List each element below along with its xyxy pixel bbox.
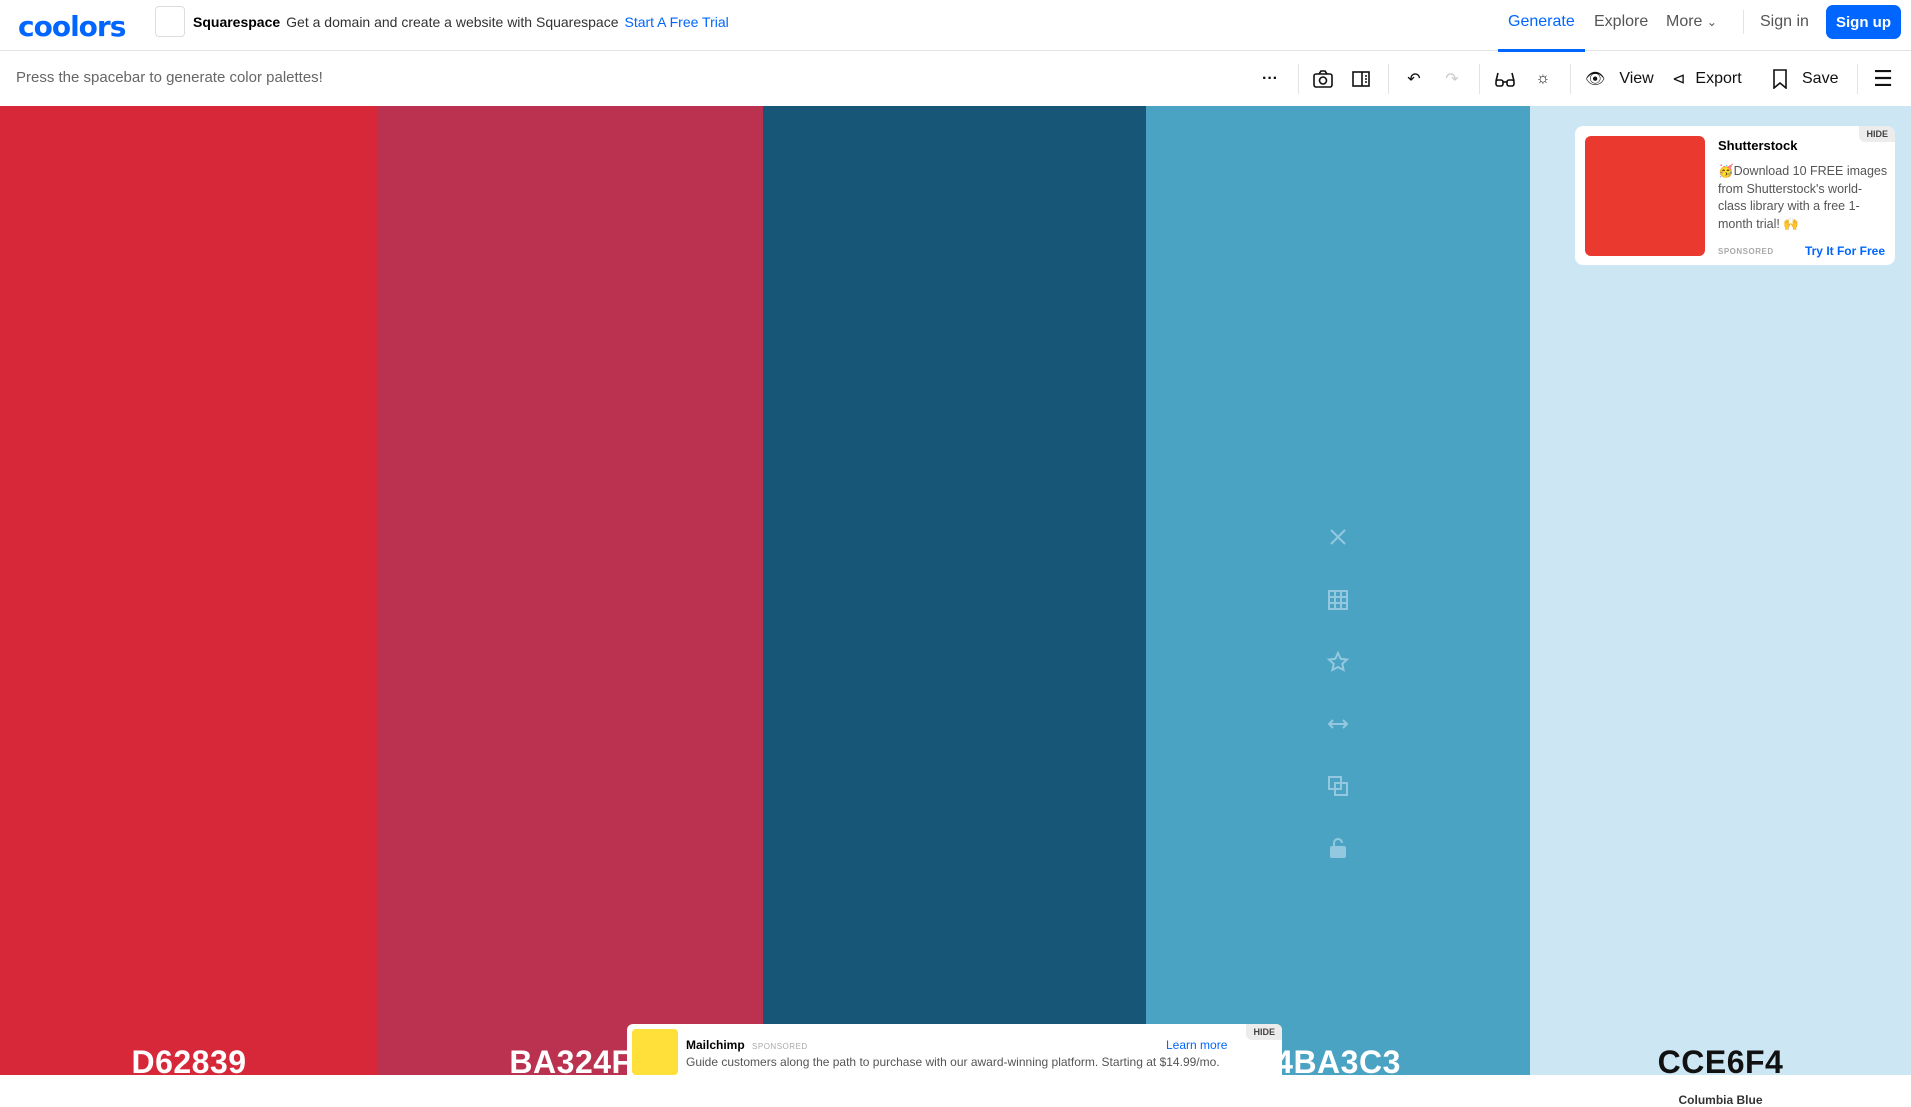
color-hex-code[interactable]: BA324F xyxy=(509,1044,632,1080)
undo-icon[interactable]: ↶ xyxy=(1407,71,1421,88)
ad-image xyxy=(632,1029,678,1075)
ad-title: Shutterstock xyxy=(1718,138,1798,153)
sponsored-label: SPONSORED xyxy=(1718,247,1774,256)
divider xyxy=(1570,64,1571,94)
save-label: Save xyxy=(1802,70,1839,87)
ad-image xyxy=(1585,136,1705,256)
promo-brand: Squarespace xyxy=(193,14,281,30)
redo-icon[interactable]: ↷ xyxy=(1445,71,1459,88)
divider xyxy=(1388,64,1389,94)
ad-cta-link[interactable]: Try It For Free xyxy=(1804,244,1885,258)
color-name[interactable]: Bright Maroon xyxy=(529,1093,612,1107)
glasses-icon[interactable] xyxy=(1494,52,1516,106)
nav-more-label: More xyxy=(1666,13,1703,30)
hide-ad-button[interactable]: HIDE xyxy=(1859,126,1895,142)
copy-icon[interactable] xyxy=(1326,774,1350,798)
sign-up-button[interactable]: Sign up xyxy=(1826,5,1901,39)
spacebar-hint: Press the spacebar to generate color pal… xyxy=(16,69,323,86)
hamburger-menu-icon[interactable]: ☰ xyxy=(1873,66,1893,91)
ad-body: 🥳Download 10 FREE images from Shuttersto… xyxy=(1718,164,1888,231)
promo-link[interactable]: Start A Free Trial xyxy=(624,14,729,30)
color-hex-code[interactable]: D62839 xyxy=(131,1044,247,1080)
drag-arrows-icon[interactable] xyxy=(1326,712,1350,736)
coolors-logo[interactable]: coolors xyxy=(18,10,126,43)
export-label: Export xyxy=(1695,70,1742,87)
bookmark-icon xyxy=(1773,69,1787,89)
color-hex-code[interactable]: 4BA3C3 xyxy=(1275,1044,1401,1080)
promo-text: Get a domain and create a website with S… xyxy=(286,14,619,30)
palette-color-column[interactable]: 175676Blue Sapphire xyxy=(763,106,1146,1107)
promo-banner: Squarespace Get a domain and create a web… xyxy=(193,14,729,30)
mailchimp-ad[interactable]: HIDE Mailchimp SPONSORED Guide customers… xyxy=(627,1024,1282,1075)
unlock-icon[interactable] xyxy=(1326,836,1350,860)
chevron-down-icon: ⌄ xyxy=(1706,15,1717,29)
save-button[interactable]: Save xyxy=(1772,52,1842,106)
ad-cta-link[interactable]: Learn more xyxy=(1166,1038,1228,1052)
shutterstock-ad[interactable]: HIDE Shutterstock 🥳Download 10 FREE imag… xyxy=(1575,126,1895,265)
export-button[interactable]: ⊲ Export xyxy=(1672,52,1756,106)
color-hex-code[interactable]: CCE6F4 xyxy=(1657,1044,1784,1080)
camera-icon[interactable] xyxy=(1312,52,1334,106)
view-label: View xyxy=(1619,70,1654,87)
ad-body: Guide customers along the path to purcha… xyxy=(686,1055,1220,1069)
divider xyxy=(1479,64,1480,94)
view-button[interactable]: 👁 View xyxy=(1585,52,1665,106)
color-name[interactable]: Maximum Blue xyxy=(1295,1093,1381,1107)
brightness-icon[interactable]: ☼ xyxy=(1535,70,1551,87)
nav-explore[interactable]: Explore xyxy=(1594,13,1649,30)
divider xyxy=(1857,64,1858,94)
eye-icon: 👁 xyxy=(1585,71,1606,88)
color-name[interactable]: Blue Sapphire xyxy=(914,1093,995,1107)
divider xyxy=(1298,64,1299,94)
divider xyxy=(1743,10,1744,34)
grid-icon[interactable] xyxy=(1326,588,1350,612)
share-icon: ⊲ xyxy=(1672,71,1686,88)
ad-title: Mailchimp xyxy=(686,1038,745,1052)
more-options-icon[interactable]: ··· xyxy=(1262,70,1278,87)
hide-ad-button[interactable]: HIDE xyxy=(1246,1024,1282,1040)
color-name[interactable]: Crimson xyxy=(164,1093,214,1107)
palette-color-column[interactable]: D62839 Crimson xyxy=(0,106,378,1107)
color-name[interactable]: Columbia Blue xyxy=(1678,1093,1763,1107)
nav-more[interactable]: More ⌄ xyxy=(1666,13,1717,31)
close-icon[interactable] xyxy=(1326,525,1350,549)
squarespace-logo xyxy=(155,6,185,37)
top-bar: coolors Squarespace Get a domain and crea… xyxy=(0,0,1911,52)
side-panel-icon[interactable] xyxy=(1350,52,1372,106)
sign-in-link[interactable]: Sign in xyxy=(1760,13,1809,30)
active-nav-indicator xyxy=(1498,49,1585,52)
star-icon[interactable] xyxy=(1326,650,1350,674)
palette-color-column[interactable]: BA324F Bright Maroon xyxy=(378,106,763,1107)
sponsored-label: SPONSORED xyxy=(752,1042,808,1051)
nav-generate[interactable]: Generate xyxy=(1508,13,1575,30)
